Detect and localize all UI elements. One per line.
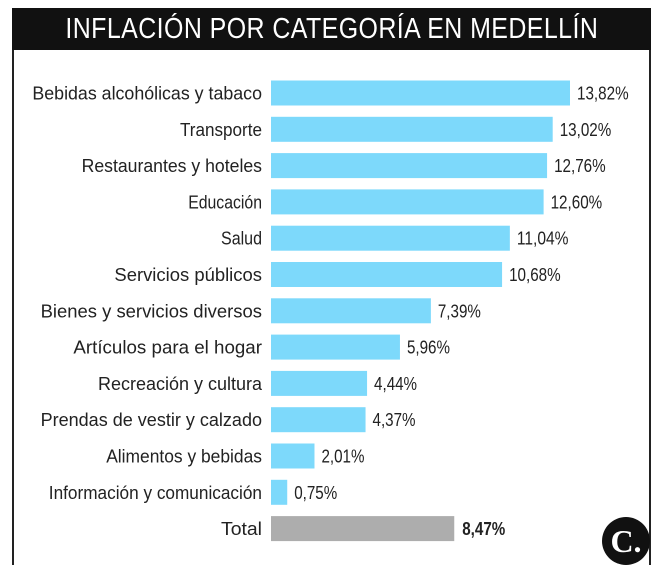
value-label: 13,82% — [577, 83, 629, 104]
category-label: Total — [221, 518, 262, 539]
category-label: Educación — [188, 191, 262, 212]
value-label: 12,60% — [551, 191, 603, 212]
category-bar — [271, 153, 548, 179]
total-bar — [271, 516, 455, 542]
value-label: 4,44% — [374, 373, 417, 394]
category-bar — [271, 225, 510, 251]
category-bar — [271, 407, 366, 433]
category-label: Bienes y servicios diversos — [41, 300, 262, 321]
category-bar — [271, 479, 288, 505]
category-bar — [271, 116, 553, 142]
category-bar — [271, 298, 431, 324]
total-value-label: 8,47% — [462, 518, 505, 539]
category-label: Transporte — [180, 119, 262, 140]
value-label: 2,01% — [321, 446, 364, 467]
title-bar: INFLACIÓN POR CATEGORÍA EN MEDELLÍN — [12, 8, 651, 50]
category-label: Servicios públicos — [114, 264, 262, 285]
category-label: Artículos para el hogar — [73, 337, 262, 358]
category-bar — [271, 334, 400, 360]
category-label: Salud — [221, 228, 262, 249]
value-label: 0,75% — [294, 482, 337, 503]
category-label: Recreación y cultura — [98, 373, 263, 394]
category-label: Bebidas alcohólicas y tabaco — [32, 83, 262, 104]
category-bar — [271, 262, 503, 287]
value-label: 4,37% — [373, 409, 416, 430]
value-label: 10,68% — [509, 264, 561, 285]
chart-title: INFLACIÓN POR CATEGORÍA EN MEDELLÍN — [65, 12, 598, 45]
frame-left-border — [12, 50, 14, 565]
logo-letter: C. — [610, 522, 642, 559]
category-bar — [271, 80, 570, 106]
value-label: 11,04% — [517, 228, 569, 249]
category-label: Prendas de vestir y calzado — [41, 409, 262, 430]
value-label: 13,02% — [560, 119, 612, 140]
category-label: Información y comunicación — [49, 482, 262, 503]
category-label: Alimentos y bebidas — [106, 446, 262, 467]
frame-right-border — [649, 50, 651, 565]
value-label: 5,96% — [407, 337, 450, 358]
el-colombiano-logo-icon: C. — [602, 517, 650, 565]
category-bar — [271, 370, 368, 396]
value-label: 12,76% — [554, 155, 606, 176]
category-bar — [271, 443, 315, 469]
value-label: 7,39% — [438, 300, 481, 321]
category-label: Restaurantes y hoteles — [82, 155, 262, 176]
category-bar — [271, 189, 544, 215]
